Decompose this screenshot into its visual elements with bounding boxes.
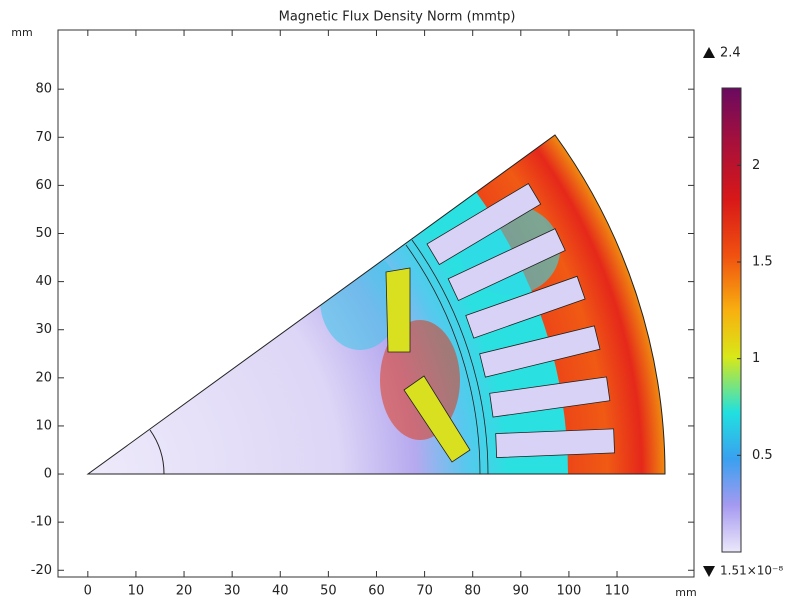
angle-arc (149, 429, 165, 474)
slot (489, 376, 611, 418)
x-tick-label: 30 (224, 584, 241, 599)
y-tick-label: -10 (31, 515, 52, 530)
x-axis-unit: mm (675, 586, 696, 599)
y-tick-label: 0 (44, 467, 52, 482)
colorbar (721, 87, 742, 553)
slots (426, 182, 615, 459)
x-tick-label: 110 (605, 584, 630, 599)
slot (495, 428, 615, 459)
colorbar-max: 2.4 (720, 46, 741, 61)
max-marker (703, 47, 715, 58)
x-tick-label: 90 (513, 584, 530, 599)
colorbar-tick-label: 1 (752, 351, 760, 366)
x-tick-label: 100 (557, 584, 582, 599)
y-tick-label: 10 (35, 418, 52, 433)
x-tick-label: 40 (272, 584, 289, 599)
wedge-outline (86, 134, 666, 475)
y-tick-label: 50 (35, 226, 52, 241)
x-tick-label: 0 (84, 584, 92, 599)
magnet (403, 375, 471, 463)
slot (426, 182, 542, 266)
slot (447, 228, 566, 302)
x-tick-label: 60 (368, 584, 385, 599)
y-tick-label: 80 (35, 82, 52, 97)
y-tick-label: 60 (35, 178, 52, 193)
x-tick-label: 10 (128, 584, 145, 599)
y-tick-label: 20 (35, 370, 52, 385)
y-tick-label: 40 (35, 274, 52, 289)
slot (479, 325, 601, 378)
colorbar-min: 1.51×10⁻⁸ (720, 564, 783, 578)
x-tick-label: 80 (464, 584, 481, 599)
x-tick-label: 20 (176, 584, 193, 599)
air-gap (405, 239, 489, 474)
y-tick-label: 70 (35, 130, 52, 145)
min-marker (703, 566, 715, 577)
y-tick-label: 30 (35, 322, 52, 337)
magnet (385, 267, 411, 353)
x-tick-label: 70 (416, 584, 433, 599)
colorbar-tick-label: 2 (752, 158, 760, 173)
y-axis-unit: mm (11, 26, 32, 39)
chart-title: Magnetic Flux Density Norm (mmtp) (279, 10, 516, 25)
magnets (385, 267, 471, 463)
field-plot (88, 135, 666, 474)
x-tick-label: 50 (320, 584, 337, 599)
colorbar-tick-label: 1.5 (752, 255, 773, 270)
colorbar-tick-label: 0.5 (752, 448, 773, 463)
slot (465, 275, 586, 339)
y-tick-label: -20 (31, 563, 52, 578)
